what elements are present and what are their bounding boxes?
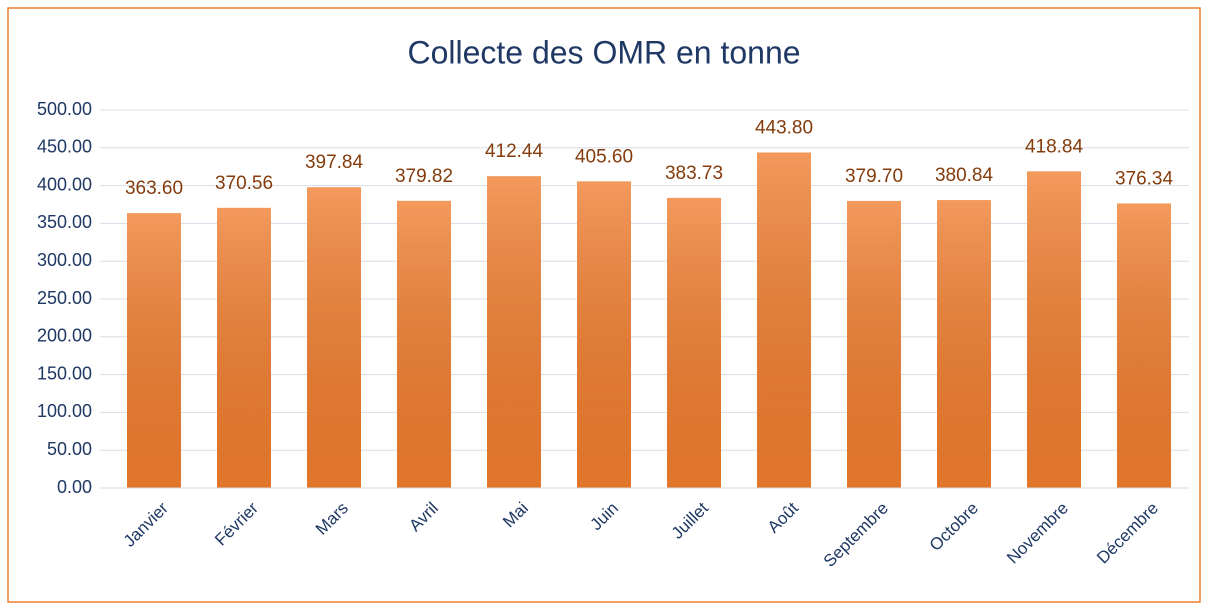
data-label: 370.56 [215,173,273,194]
y-tick-label: 100.00 [37,401,92,421]
bar [307,187,361,488]
y-tick-label: 400.00 [37,174,92,194]
data-label: 376.34 [1115,169,1174,190]
y-tick-label: 0.00 [57,477,92,497]
bar [847,200,901,489]
chart-title: Collecte des OMR en tonne [407,34,800,70]
bar [757,152,811,489]
data-label: 405.60 [575,146,633,167]
y-tick-label: 50.00 [47,439,92,459]
y-tick-label: 500.00 [37,99,92,119]
y-tick-label: 450.00 [37,137,92,157]
data-label: 379.70 [845,166,903,187]
bar [397,200,451,488]
y-tick-label: 250.00 [37,288,92,308]
y-tick-label: 350.00 [37,212,92,232]
data-label: 383.73 [665,163,723,184]
data-label: 363.60 [125,178,183,199]
bar [1117,203,1171,489]
data-label: 380.84 [935,165,994,186]
bar [937,200,991,488]
y-tick-label: 300.00 [37,250,92,270]
bar [127,213,181,488]
data-label: 397.84 [305,152,364,173]
bar [1027,171,1081,488]
bar [487,176,541,488]
bar [577,181,631,488]
data-label: 443.80 [755,118,813,139]
data-label: 418.84 [1025,136,1084,157]
data-label: 412.44 [485,141,544,162]
data-label: 379.82 [395,166,453,187]
bar [667,197,721,488]
y-tick-label: 150.00 [37,363,92,383]
y-tick-label: 200.00 [37,326,92,346]
bar [217,207,271,489]
